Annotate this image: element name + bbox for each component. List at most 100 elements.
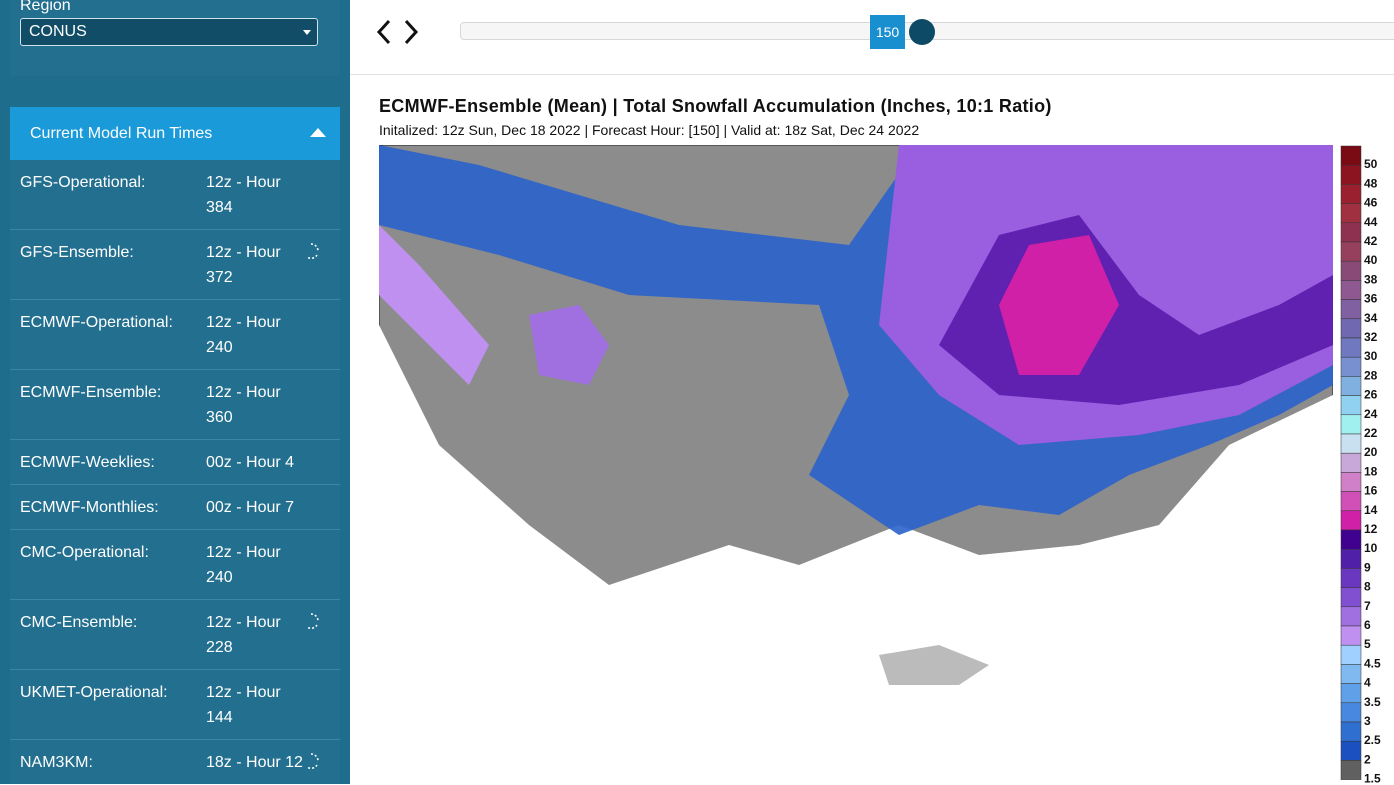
model-run: 00z - Hour 4 bbox=[206, 454, 295, 471]
legend-swatch bbox=[1340, 548, 1362, 569]
loading-spinner bbox=[306, 243, 319, 260]
legend-label: 14 bbox=[1364, 503, 1378, 517]
model-name: ECMWF-Monthlies: bbox=[20, 499, 159, 516]
legend-label: 7 bbox=[1364, 599, 1371, 613]
legend-label: 32 bbox=[1364, 330, 1378, 344]
model-row: UKMET-Operational: 12z - Hour 144 bbox=[10, 670, 340, 740]
legend-label: 3 bbox=[1364, 714, 1371, 728]
model-row: ECMWF-Monthlies: 00z - Hour 7 bbox=[10, 485, 340, 530]
legend-label: 50 bbox=[1364, 157, 1378, 171]
collapse-icon bbox=[310, 128, 326, 137]
map-title: ECMWF-Ensemble (Mean) | Total Snowfall A… bbox=[379, 96, 1052, 116]
model-row: NAM3KM: 18z - Hour 12 bbox=[10, 740, 340, 784]
legend-label: 46 bbox=[1364, 196, 1378, 210]
legend-swatch bbox=[1340, 376, 1362, 396]
legend-swatch bbox=[1340, 241, 1362, 262]
legend-swatch bbox=[1340, 587, 1362, 608]
color-legend: 5048464442403836343230282624222018161412… bbox=[1340, 145, 1381, 784]
legend-swatch bbox=[1340, 491, 1362, 512]
caret bbox=[303, 30, 311, 35]
legend-swatch bbox=[1340, 721, 1362, 742]
legend-swatch bbox=[1340, 356, 1362, 377]
model-name: GFS-Ensemble: bbox=[20, 244, 134, 261]
legend-label: 4.5 bbox=[1364, 656, 1381, 670]
prev-arrow[interactable] bbox=[376, 19, 391, 45]
legend-swatch bbox=[1340, 529, 1362, 550]
model-run: 12z - Hour 240 bbox=[206, 314, 281, 356]
sidebar: Region CONUS Current Model Run Times GFS… bbox=[0, 0, 350, 784]
region-value: CONUS bbox=[29, 23, 87, 40]
snow-purple-west bbox=[529, 305, 609, 385]
legend-label: 8 bbox=[1364, 580, 1371, 594]
legend-label: 36 bbox=[1364, 292, 1378, 306]
legend-swatch bbox=[1340, 472, 1362, 492]
model-name: CMC-Operational: bbox=[20, 544, 149, 561]
legend-swatch bbox=[1340, 318, 1362, 339]
model-run: 12z - Hour 240 bbox=[206, 544, 281, 586]
legend-swatch bbox=[1340, 395, 1362, 416]
legend-swatch bbox=[1340, 222, 1362, 243]
main: 150 ECMWF-Ensemble (Mean) | Total Snowfa… bbox=[350, 0, 1394, 785]
legend-label: 22 bbox=[1364, 426, 1378, 440]
legend-label: 2.5 bbox=[1364, 733, 1381, 747]
model-name: UKMET-Operational: bbox=[20, 684, 168, 701]
legend-label: 10 bbox=[1364, 541, 1378, 555]
no-snow bbox=[379, 325, 1333, 785]
snow-cascades bbox=[379, 225, 489, 385]
model-row: GFS-Operational: 12z - Hour 384 bbox=[10, 160, 340, 230]
model-name: NAM3KM: bbox=[20, 754, 93, 771]
next-arrow[interactable] bbox=[404, 19, 419, 45]
legend-swatch bbox=[1340, 184, 1362, 204]
legend-swatch bbox=[1340, 702, 1362, 723]
legend-label: 48 bbox=[1364, 176, 1378, 190]
run-times-panel: Current Model Run Times GFS-Operational:… bbox=[10, 107, 340, 784]
model-name: ECMWF-Ensemble: bbox=[20, 384, 162, 401]
legend-label: 18 bbox=[1364, 464, 1378, 478]
legend-label: 26 bbox=[1364, 388, 1378, 402]
legend-label: 40 bbox=[1364, 253, 1378, 267]
region-label: Region bbox=[20, 0, 71, 14]
legend-swatch bbox=[1340, 414, 1362, 435]
model-row: ECMWF-Weeklies: 00z - Hour 4 bbox=[10, 440, 340, 485]
model-run: 00z - Hour 7 bbox=[206, 499, 295, 516]
legend-label: 42 bbox=[1364, 234, 1378, 248]
legend-swatch bbox=[1340, 260, 1362, 281]
legend-label: 3.5 bbox=[1364, 695, 1381, 709]
model-row: ECMWF-Operational: 12z - Hour 240 bbox=[10, 300, 340, 370]
model-name: ECMWF-Weeklies: bbox=[20, 454, 155, 471]
slider-thumb[interactable] bbox=[909, 19, 935, 45]
spinner-arc bbox=[306, 753, 319, 770]
legend-label: 16 bbox=[1364, 484, 1378, 498]
legend-label: 44 bbox=[1364, 215, 1378, 229]
snow-pink bbox=[999, 235, 1119, 375]
model-run: 12z - Hour 372 bbox=[206, 244, 281, 286]
spinner-arc bbox=[306, 243, 319, 260]
legend-label: 1.5 bbox=[1364, 772, 1381, 784]
legend-swatch bbox=[1340, 452, 1362, 473]
model-row: ECMWF-Ensemble: 12z - Hour 360 bbox=[10, 370, 340, 440]
legend-swatch bbox=[1340, 625, 1362, 646]
nav-arrows bbox=[376, 19, 419, 45]
top-bar: 150 bbox=[350, 0, 1394, 75]
loading-spinner bbox=[306, 613, 319, 630]
model-run: 18z - Hour 12 bbox=[206, 754, 303, 771]
model-list: GFS-Operational: 12z - Hour 384 GFS-Ensemb… bbox=[10, 160, 340, 784]
legend-swatch bbox=[1340, 433, 1362, 454]
slider-value: 150 bbox=[870, 15, 905, 49]
legend-swatch bbox=[1340, 203, 1362, 224]
legend-swatch bbox=[1340, 664, 1362, 684]
legend-swatch bbox=[1340, 299, 1362, 320]
model-row: CMC-Operational: 12z - Hour 240 bbox=[10, 530, 340, 600]
legend-swatch bbox=[1340, 644, 1362, 665]
legend-label: 20 bbox=[1364, 445, 1378, 459]
legend-swatch bbox=[1340, 683, 1362, 704]
legend-swatch bbox=[1340, 760, 1362, 780]
legend-swatch bbox=[1340, 510, 1362, 531]
panel-header[interactable]: Current Model Run Times bbox=[10, 107, 340, 160]
legend-label: 24 bbox=[1364, 407, 1378, 421]
legend-swatch bbox=[1340, 164, 1362, 185]
model-name: CMC-Ensemble: bbox=[20, 614, 138, 631]
legend-label: 34 bbox=[1364, 311, 1378, 325]
region-select[interactable]: CONUS bbox=[20, 18, 318, 46]
legend-label: 2 bbox=[1364, 752, 1371, 766]
